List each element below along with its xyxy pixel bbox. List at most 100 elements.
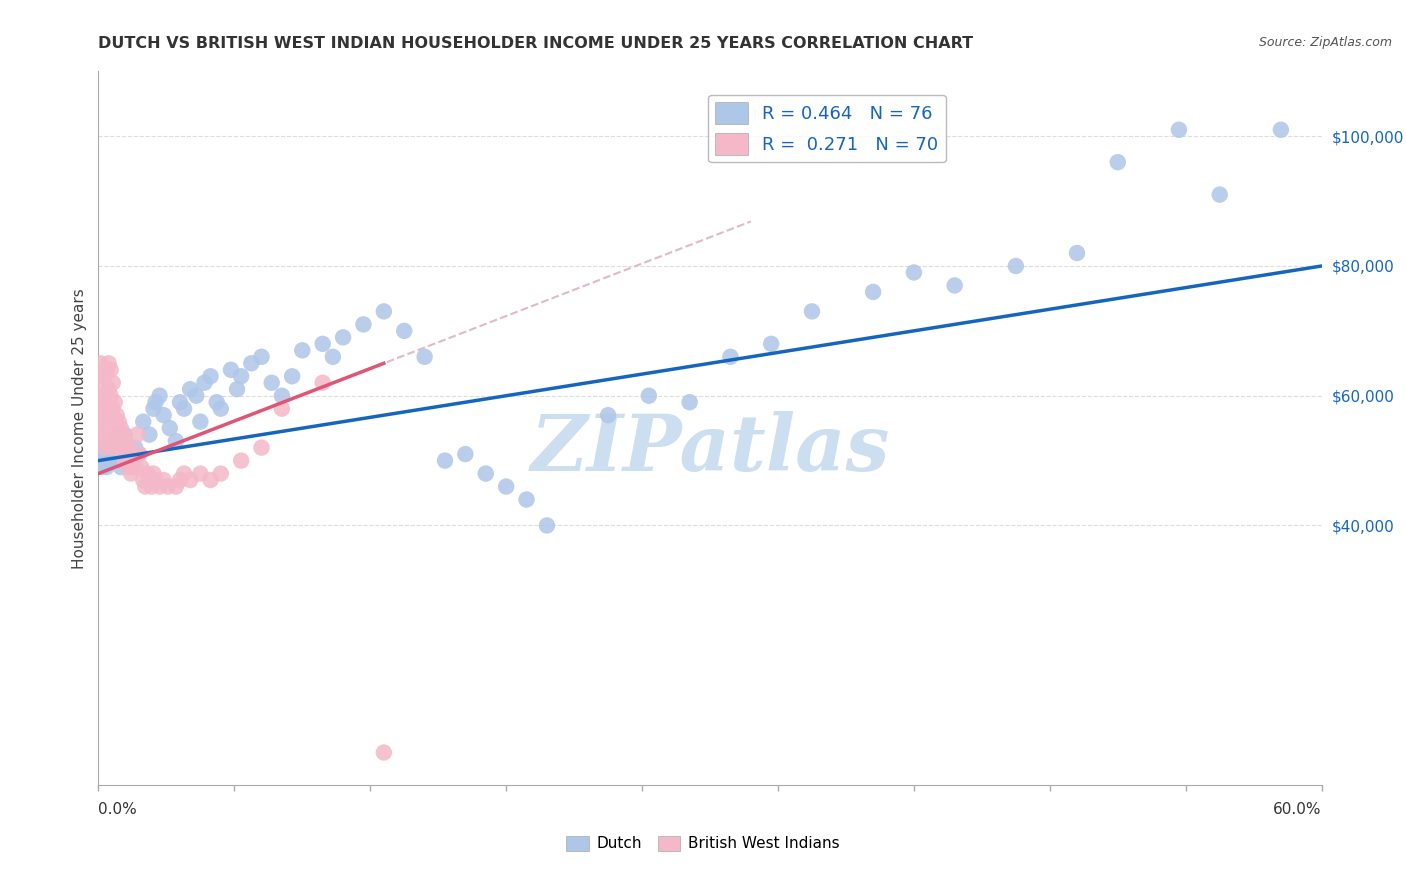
Point (205, 395, 228, 409)
Point (149, 389, 172, 403)
Point (188, 415, 212, 429)
Point (332, 330, 354, 344)
Point (598, 408, 620, 422)
Point (105, 427, 128, 442)
Point (96, 363, 118, 377)
Point (152, 473, 174, 487)
Point (108, 434, 131, 449)
Point (138, 473, 160, 487)
Point (96, 434, 118, 449)
Point (141, 479, 163, 493)
Point (193, 376, 215, 390)
Point (91, 427, 114, 442)
Point (1066, 246, 1088, 260)
Point (100, 434, 122, 449)
Point (720, 350, 742, 364)
Point (120, 460, 142, 475)
Point (93, 415, 115, 429)
Point (108, 415, 131, 429)
Point (93, 369, 115, 384)
Point (179, 382, 201, 396)
Point (100, 389, 122, 403)
Point (281, 369, 304, 384)
Point (240, 356, 263, 370)
Point (761, 336, 783, 351)
Point (679, 395, 702, 409)
Point (105, 408, 128, 422)
Point (801, 304, 824, 318)
Point (516, 492, 538, 507)
Point (97, 356, 120, 370)
Point (97, 382, 120, 396)
Point (322, 350, 344, 364)
Point (93, 441, 115, 455)
Point (352, 318, 374, 332)
Point (260, 376, 283, 390)
Point (165, 434, 187, 449)
Point (128, 447, 150, 461)
Point (209, 401, 232, 416)
Point (111, 441, 134, 455)
Text: 0.0%: 0.0% (98, 802, 138, 816)
Legend: Dutch, British West Indians: Dutch, British West Indians (560, 830, 846, 857)
Point (91, 447, 114, 461)
Point (392, 324, 416, 338)
Point (91, 460, 114, 475)
Point (132, 473, 155, 487)
Text: 60.0%: 60.0% (1274, 802, 1322, 816)
Point (111, 447, 134, 461)
Point (165, 479, 187, 493)
Point (159, 421, 181, 435)
Point (97, 453, 120, 467)
Point (124, 441, 146, 455)
Point (100, 363, 122, 377)
Point (89, 356, 111, 370)
Point (114, 453, 136, 467)
Point (89, 389, 111, 403)
Point (104, 415, 127, 429)
Point (93, 395, 115, 409)
Point (101, 421, 124, 435)
Point (1209, 187, 1232, 202)
Point (454, 447, 477, 461)
Point (536, 518, 558, 533)
Legend: R = 0.464   N = 76, R =  0.271   N = 70: R = 0.464 N = 76, R = 0.271 N = 70 (709, 95, 946, 162)
Point (200, 473, 222, 487)
Point (134, 479, 156, 493)
Point (101, 447, 124, 461)
Point (101, 441, 124, 455)
Point (93, 441, 115, 455)
Point (96, 389, 118, 403)
Point (132, 415, 155, 429)
Point (145, 395, 167, 409)
Point (124, 460, 146, 475)
Point (100, 441, 122, 455)
Point (104, 453, 127, 467)
Point (120, 447, 142, 461)
Point (862, 285, 884, 299)
Y-axis label: Householder Income Under 25 years: Householder Income Under 25 years (72, 288, 87, 568)
Point (638, 389, 661, 403)
Point (91, 401, 114, 416)
Point (270, 401, 294, 416)
Point (93, 453, 115, 467)
Point (1167, 122, 1189, 136)
Point (136, 467, 159, 481)
Point (97, 447, 120, 461)
Point (142, 401, 165, 416)
Point (108, 453, 131, 467)
Point (96, 408, 118, 422)
Point (89, 453, 111, 467)
Point (145, 473, 167, 487)
Point (219, 363, 242, 377)
Point (169, 473, 191, 487)
Point (173, 401, 195, 416)
Point (110, 460, 132, 475)
Point (270, 389, 294, 403)
Point (226, 382, 249, 396)
Point (312, 336, 335, 351)
Point (101, 376, 124, 390)
Point (373, 746, 395, 760)
Point (495, 479, 517, 493)
Point (250, 441, 273, 455)
